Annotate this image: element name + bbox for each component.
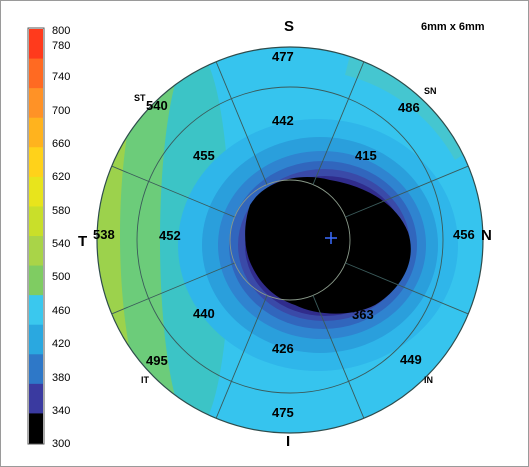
color-scale-label: 380: [52, 372, 70, 384]
color-scale-blocks: [29, 29, 43, 444]
fovea-center-marker: [325, 232, 337, 244]
grid-spoke: [111, 165, 235, 218]
sector-inner-superior: 442: [272, 113, 294, 128]
center-label: T: [398, 230, 404, 240]
color-scale-label: 620: [52, 171, 70, 183]
etdrs-grid: [96, 46, 484, 434]
color-scale-label: 700: [52, 105, 70, 117]
color-scale-label: 500: [52, 271, 70, 283]
color-scale-label: 540: [52, 238, 70, 250]
color-scale-block: [29, 324, 43, 355]
color-scale-block: [29, 176, 43, 207]
scan-size-label: 6mm x 6mm: [421, 21, 485, 33]
color-scale-labels: 800 780 740 700 660 620 580 540 500 460 420 380 340 3…: [52, 25, 70, 450]
grid-spoke: [312, 61, 365, 185]
grid-spoke: [111, 262, 235, 315]
sector-outer-superior-temporal: 540: [146, 98, 168, 113]
grid-center-circle: [229, 179, 351, 301]
color-scale-block: [29, 295, 43, 326]
color-scale-label: 580: [52, 205, 70, 217]
sector-inner-inferior-temporal: 440: [193, 306, 215, 321]
color-scale-label: 800: [52, 25, 70, 37]
color-scale-block: [29, 206, 43, 237]
thickness-disc: [97, 47, 483, 433]
sector-inner-superior-temporal: 455: [193, 148, 215, 163]
direction-temporal: T: [78, 233, 87, 250]
color-scale-block: [29, 354, 43, 385]
grid-outer-circle: [96, 46, 484, 434]
grid-spoke: [312, 295, 365, 419]
color-scale-block: [29, 236, 43, 267]
color-scale-bar: 800 780 740 700 660 620 580 540 500 460 420 380 340 3…: [27, 25, 70, 450]
color-scale-block: [29, 383, 43, 414]
grid-spoke: [215, 295, 268, 419]
color-scale-block: [29, 265, 43, 296]
grid-spoke: [215, 61, 268, 185]
sector-outer-inferior-temporal: 495: [146, 353, 168, 368]
grid-spoke: [345, 262, 469, 315]
sector-outer-nasal: 456: [453, 227, 475, 242]
color-scale-label: 460: [52, 305, 70, 317]
quadrant-inferior-temporal: IT: [141, 375, 150, 385]
color-scale-label: 780: [52, 40, 70, 52]
sector-outer-inferior-nasal: 449: [400, 352, 422, 367]
quadrant-superior-nasal: SN: [424, 86, 437, 96]
sector-outer-superior-nasal: 486: [398, 100, 420, 115]
color-scale-block: [29, 29, 43, 60]
sector-outer-superior: 477: [272, 49, 294, 64]
color-scale-block: [29, 88, 43, 119]
grid-middle-circle: [136, 86, 444, 394]
grid-spokes: [111, 61, 469, 419]
quadrant-superior-temporal: ST: [134, 93, 146, 103]
sector-outer-temporal: 538: [93, 227, 115, 242]
quadrant-inferior-nasal: IN: [424, 375, 433, 385]
color-scale-block: [29, 58, 43, 89]
nasal-rim-region: [345, 55, 470, 160]
sector-inner-inferior: 426: [272, 341, 294, 356]
color-scale-block: [29, 413, 43, 444]
sector-inner-superior-nasal: 415: [355, 148, 377, 163]
color-scale-label: 420: [52, 338, 70, 350]
foveal-pit: [245, 177, 411, 314]
sector-inner-inferior-nasal: 363: [352, 307, 374, 322]
grid-spoke: [345, 165, 469, 218]
direction-inferior: I: [286, 433, 290, 450]
direction-nasal: N: [481, 227, 492, 244]
direction-superior: S: [284, 18, 294, 35]
color-scale-label: 660: [52, 138, 70, 150]
sector-outer-inferior: 475: [272, 405, 294, 420]
color-scale-label: 340: [52, 405, 70, 417]
color-scale-label: 300: [52, 438, 70, 450]
sector-inner-temporal: 452: [159, 228, 181, 243]
color-scale-block: [29, 147, 43, 178]
color-scale-block: [29, 117, 43, 148]
color-scale-label: 740: [52, 71, 70, 83]
